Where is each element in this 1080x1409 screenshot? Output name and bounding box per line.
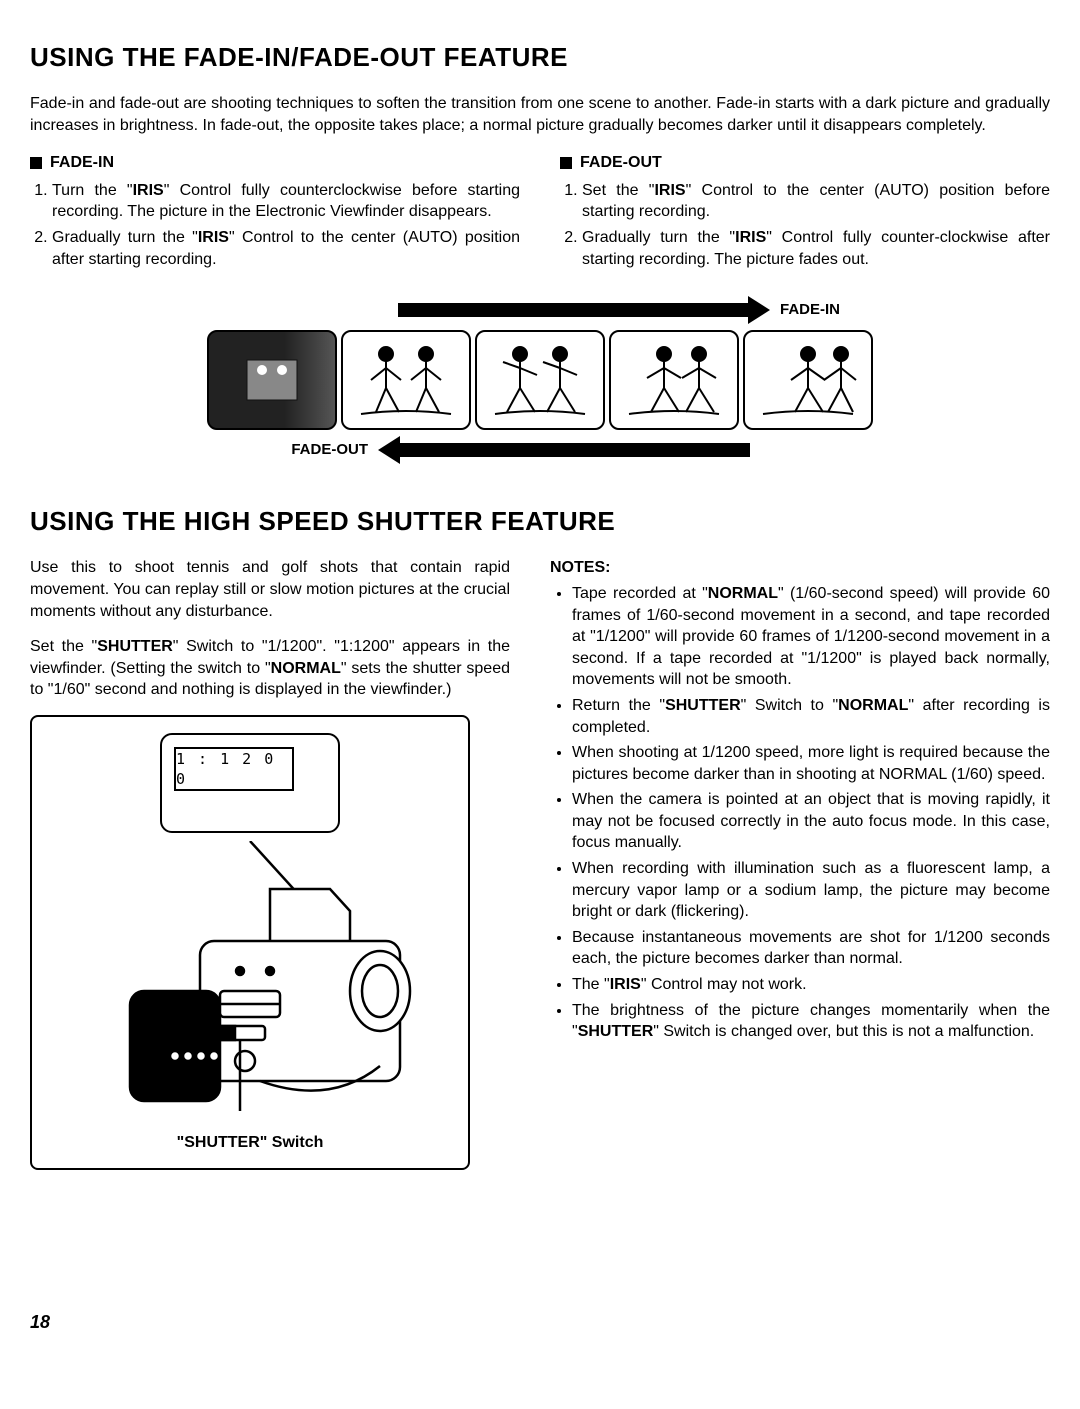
fade-panel — [207, 330, 337, 430]
fadein-step: Turn the "IRIS" Control fully counterclo… — [52, 180, 520, 223]
shutter-left-col: Use this to shoot tennis and golf shots … — [30, 557, 510, 1170]
shutter-columns: Use this to shoot tennis and golf shots … — [30, 557, 1050, 1170]
stick-figures-icon — [753, 340, 863, 420]
fade-panel — [475, 330, 605, 430]
note-item: When shooting at 1/1200 speed, more ligh… — [572, 742, 1050, 785]
note-item: Return the "SHUTTER" Switch to "NORMAL" … — [572, 695, 1050, 738]
square-bullet-icon — [560, 157, 572, 169]
fadein-col: FADE-IN Turn the "IRIS" Control fully co… — [30, 152, 520, 274]
bold: NORMAL — [271, 660, 341, 677]
camera-figure: 1 : 1 2 0 0 — [30, 715, 470, 1170]
note-item: When the camera is pointed at an object … — [572, 789, 1050, 854]
note-item: Tape recorded at "NORMAL" (1/60-second s… — [572, 583, 1050, 691]
fade-panel — [341, 330, 471, 430]
fadein-arrow: FADE-IN — [160, 296, 920, 324]
note-item: The "IRIS" Control may not work. — [572, 974, 1050, 996]
fadeout-subhead: FADE-OUT — [560, 152, 1050, 174]
text: Return the " — [572, 697, 665, 714]
fade-panels-row — [160, 330, 920, 430]
stick-figures-icon — [351, 340, 461, 420]
fadeout-col: FADE-OUT Set the "IRIS" Control to the c… — [560, 152, 1050, 274]
bold: NORMAL — [838, 697, 908, 714]
stick-figures-icon — [619, 340, 729, 420]
shutter-caption: "SHUTTER" Switch — [32, 1132, 468, 1154]
stick-figures-icon — [485, 340, 595, 420]
section1-heading: USING THE FADE-IN/FADE-OUT FEATURE — [30, 40, 1050, 75]
bold: IRIS — [654, 182, 685, 199]
fadeout-title: FADE-OUT — [580, 152, 662, 174]
bold: IRIS — [610, 976, 641, 993]
shutter-right-col: NOTES: Tape recorded at "NORMAL" (1/60-s… — [550, 557, 1050, 1170]
text: Tape recorded at " — [572, 585, 708, 602]
note-item: The brightness of the picture changes mo… — [572, 1000, 1050, 1043]
text: Gradually turn the " — [52, 229, 198, 246]
text: Set the " — [582, 182, 654, 199]
viewfinder-box: 1 : 1 2 0 0 — [160, 733, 340, 833]
fadein-step: Gradually turn the "IRIS" Control to the… — [52, 227, 520, 270]
notes-heading: NOTES: — [550, 557, 1050, 579]
text: Gradually turn the " — [582, 229, 735, 246]
fadein-steps: Turn the "IRIS" Control fully counterclo… — [30, 180, 520, 270]
camcorder-icon — [70, 841, 430, 1121]
shutter-p2: Set the "SHUTTER" Switch to "1/1200". "1… — [30, 636, 510, 701]
fade-panel — [609, 330, 739, 430]
square-bullet-icon — [30, 157, 42, 169]
section2-heading: USING THE HIGH SPEED SHUTTER FEATURE — [30, 504, 1050, 539]
bold: IRIS — [735, 229, 766, 246]
note-item: Because instantaneous movements are shot… — [572, 927, 1050, 970]
text: Set the " — [30, 638, 97, 655]
fade-columns: FADE-IN Turn the "IRIS" Control fully co… — [30, 152, 1050, 274]
text: " Switch to " — [741, 697, 839, 714]
page-number: 18 — [30, 1310, 1050, 1334]
bold: IRIS — [133, 182, 164, 199]
fadein-title: FADE-IN — [50, 152, 114, 174]
bold: SHUTTER — [665, 697, 741, 714]
section1-intro: Fade-in and fade-out are shooting techni… — [30, 93, 1050, 136]
bold: IRIS — [198, 229, 229, 246]
bold: SHUTTER — [578, 1023, 654, 1040]
viewfinder-text: 1 : 1 2 0 0 — [174, 747, 294, 791]
fadeout-label: FADE-OUT — [291, 440, 368, 460]
arrow-right-icon — [748, 296, 770, 324]
arrow-left-icon — [378, 436, 400, 464]
fade-diagram: FADE-IN — [160, 296, 920, 464]
fadein-subhead: FADE-IN — [30, 152, 520, 174]
text: " Control may not work. — [641, 976, 807, 993]
fadeout-step: Set the "IRIS" Control to the center (AU… — [582, 180, 1050, 223]
shutter-p1: Use this to shoot tennis and golf shots … — [30, 557, 510, 622]
fadeout-step: Gradually turn the "IRIS" Control fully … — [582, 227, 1050, 270]
text: The " — [572, 976, 610, 993]
fade-panel — [743, 330, 873, 430]
notes-list: Tape recorded at "NORMAL" (1/60-second s… — [550, 583, 1050, 1043]
fadeout-arrow: FADE-OUT — [160, 436, 920, 464]
bold: NORMAL — [708, 585, 778, 602]
note-item: When recording with illumination such as… — [572, 858, 1050, 923]
text: Turn the " — [52, 182, 133, 199]
bold: SHUTTER — [97, 638, 173, 655]
fadeout-steps: Set the "IRIS" Control to the center (AU… — [560, 180, 1050, 270]
fadein-label: FADE-IN — [780, 300, 840, 320]
text: " Switch is changed over, but this is no… — [653, 1023, 1034, 1040]
